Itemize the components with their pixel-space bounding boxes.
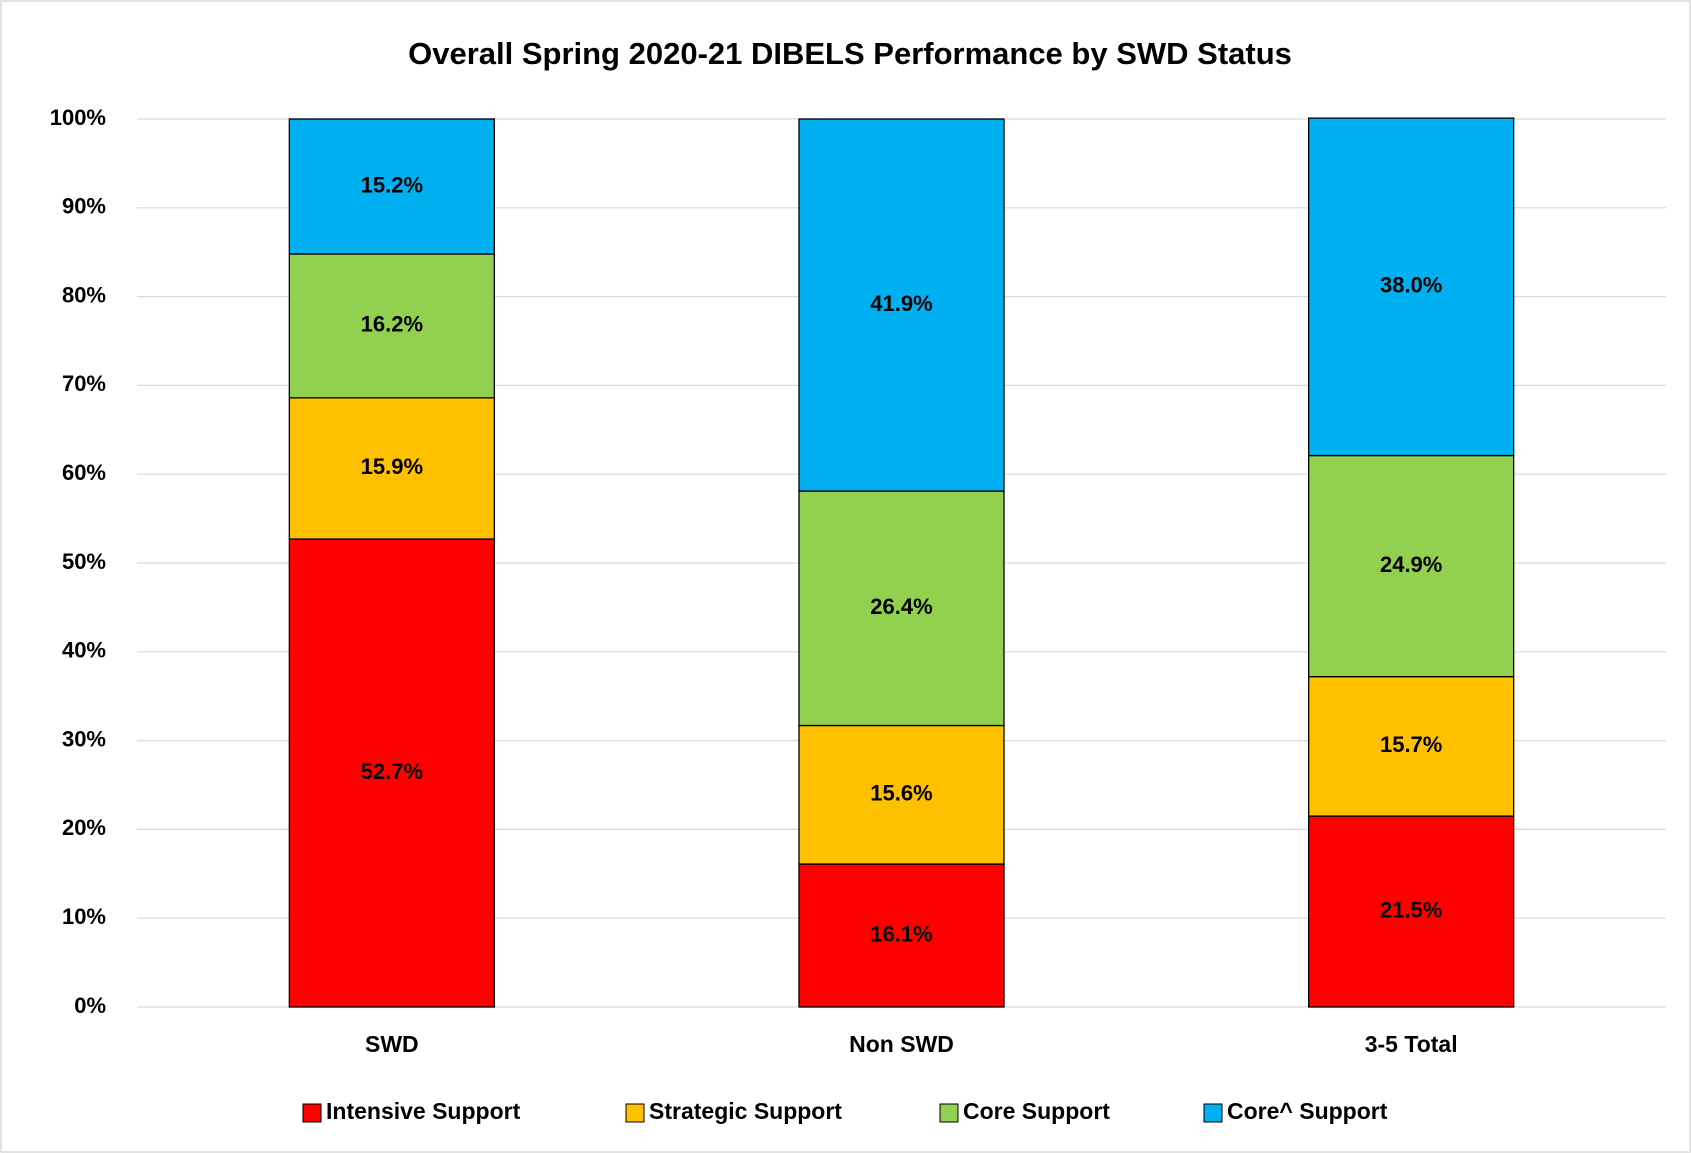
data-label: 15.2% <box>361 172 423 197</box>
legend-label: Core^ Support <box>1227 1098 1388 1124</box>
y-tick-label: 0% <box>74 993 106 1018</box>
bar-segment <box>798 490 1005 727</box>
data-label: 15.6% <box>870 781 932 806</box>
bar-segment <box>288 253 495 399</box>
data-label: 52.7% <box>361 759 423 784</box>
bar-segment <box>288 118 495 255</box>
bar-segment <box>1308 117 1515 457</box>
legend-swatch <box>939 1103 959 1123</box>
data-label: 24.9% <box>1380 552 1442 577</box>
y-tick-label: 30% <box>62 726 106 751</box>
y-tick-label: 20% <box>62 815 106 840</box>
bar-segment <box>1308 454 1515 678</box>
bar-segment <box>288 397 495 540</box>
bar-segment <box>288 538 495 1008</box>
y-tick-label: 100% <box>50 105 106 130</box>
bar-segment <box>798 863 1005 1008</box>
data-label: 41.9% <box>870 291 932 316</box>
y-tick-label: 60% <box>62 460 106 485</box>
y-tick-label: 80% <box>62 282 106 307</box>
y-tick-label: 50% <box>62 549 106 574</box>
data-label: 21.5% <box>1380 897 1442 922</box>
x-tick-label: Non SWD <box>849 1031 954 1057</box>
data-label: 15.9% <box>361 454 423 479</box>
x-tick-label: 3-5 Total <box>1365 1031 1458 1057</box>
bar-segment <box>1308 676 1515 817</box>
y-tick-label: 40% <box>62 638 106 663</box>
y-tick-label: 90% <box>62 194 106 219</box>
legend-label: Core Support <box>963 1098 1110 1124</box>
bar-segment <box>798 724 1005 865</box>
bar-segment <box>1308 815 1515 1008</box>
legend-label: Strategic Support <box>649 1098 842 1124</box>
y-tick-label: 70% <box>62 371 106 396</box>
data-label: 16.1% <box>870 921 932 946</box>
data-label: 16.2% <box>361 312 423 337</box>
data-label: 26.4% <box>870 594 932 619</box>
legend-swatch <box>1203 1103 1223 1123</box>
legend-swatch <box>302 1103 322 1123</box>
bar-segment <box>798 118 1005 492</box>
x-tick-label: SWD <box>365 1031 419 1057</box>
data-label: 38.0% <box>1380 273 1442 298</box>
chart-title: Overall Spring 2020-21 DIBELS Performanc… <box>408 36 1292 71</box>
data-label: 15.7% <box>1380 732 1442 757</box>
legend-label: Intensive Support <box>326 1098 521 1124</box>
y-tick-label: 10% <box>62 904 106 929</box>
legend-swatch <box>625 1103 645 1123</box>
